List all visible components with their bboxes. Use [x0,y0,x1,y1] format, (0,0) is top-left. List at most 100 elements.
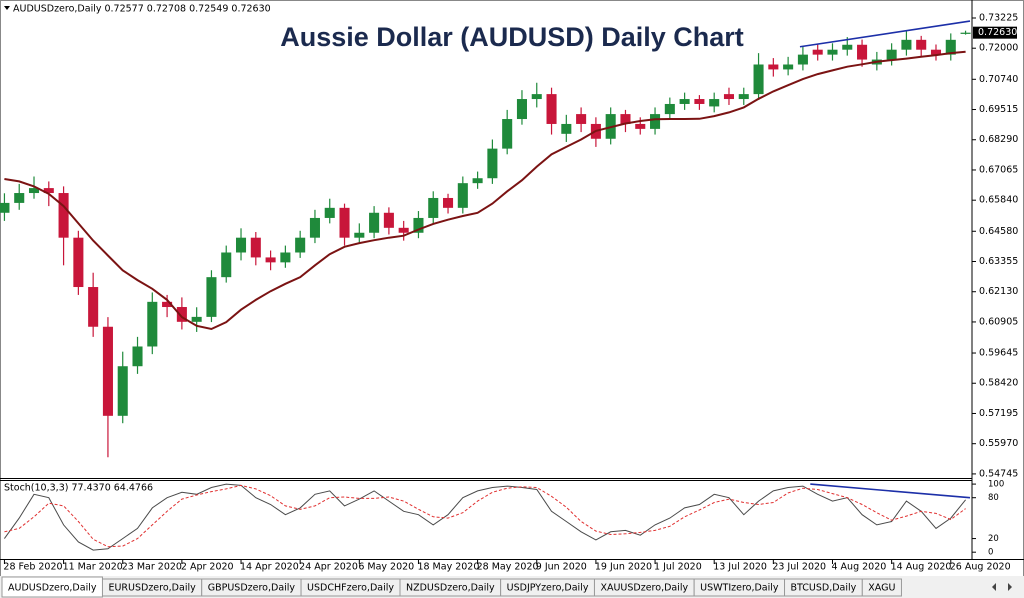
candle-body [901,39,912,50]
candle-body [576,114,587,124]
y-tick-label: 80 [988,493,999,503]
y-tick-label: 0.58420 [979,378,1018,389]
tab-label[interactable]: BTCUSD,Daily [791,583,857,594]
candle-body [206,277,217,317]
x-tick-label: 14 Aug 2020 [891,562,952,573]
tab-label[interactable]: AUDUSDzero,Daily [8,583,97,594]
candle-body [309,217,320,238]
candle-body [457,183,468,208]
y-tick-label: 0.55970 [979,438,1018,449]
candle-body [280,252,291,263]
candle-body [516,99,527,120]
candle-body [339,207,350,238]
candle-body [117,366,128,416]
x-tick-label: 18 May 2020 [417,562,479,573]
y-tick-label: 0.68290 [979,134,1018,145]
indicator-line [3,483,966,551]
candle-body [28,188,40,194]
x-tick-label: 4 Aug 2020 [831,562,886,573]
candle-body [235,237,247,253]
tab-label[interactable]: USWTIzero,Daily [700,583,779,594]
candle-body [886,49,897,60]
x-tick-label: 14 Apr 2020 [240,562,299,573]
last-price-box [973,26,1017,39]
candle-body [162,301,173,308]
candle-body [694,99,705,104]
candle-body [324,207,335,218]
candle-body [650,114,661,129]
chart-title: Aussie Dollar (AUDUSD) Daily Chart [280,22,744,52]
candle-body [768,64,779,70]
x-tick-label: 13 Jul 2020 [713,562,767,573]
x-tick-label: 2 Apr 2020 [181,562,234,573]
candle-body [738,94,749,100]
candle-body [679,99,690,104]
y-tick-label: 100 [988,480,1004,490]
candle-body [916,39,927,50]
tab-label[interactable]: USDCHFzero,Daily [307,583,394,594]
candle-body [827,49,838,55]
y-tick-label: 0.62130 [979,286,1018,297]
tab-label[interactable]: GBPUSDzero,Daily [208,583,296,594]
y-tick-label: 0.70740 [979,74,1018,85]
y-tick-label: 0.72000 [979,43,1018,54]
trendline [810,483,971,499]
x-tick-label: 26 Aug 2020 [950,562,1011,573]
candle-body [797,54,808,65]
y-tick-label: 0.60905 [979,316,1018,327]
y-tick-label: 0.59645 [979,348,1018,359]
candle-body [635,123,646,129]
tab-label[interactable]: USDJPYzero,Daily [507,583,589,594]
tab-label[interactable]: XAGU [868,583,895,594]
candle-body [502,119,513,149]
y-tick-label: 0.64580 [979,226,1018,237]
y-tick-label: 0.63355 [979,256,1018,267]
candle-body [443,197,454,208]
candle-body [250,237,261,258]
candle-body [398,227,409,233]
candle-body [487,148,498,179]
y-tick-label: 0.54745 [979,468,1018,479]
x-tick-label: 28 Feb 2020 [3,562,62,573]
x-tick-label: 19 Jun 2020 [595,562,652,573]
candle-body [857,44,868,60]
x-tick-label: 28 May 2020 [477,562,539,573]
candle-body [58,193,69,238]
candle-body [812,49,823,55]
candle-body [664,103,675,115]
tab-label[interactable]: EURUSDzero,Daily [108,583,196,594]
y-tick-label: 0.73225 [979,12,1018,23]
candle-body [842,44,853,50]
x-tick-label: 23 Mar 2020 [122,562,182,573]
candle-body [354,232,365,238]
candle-body [191,316,202,322]
candle-body [102,326,113,416]
chart-header: AUDUSDzero,Daily 0.72577 0.72708 0.72549… [13,4,271,15]
candle-body [428,197,439,218]
candle-body [531,94,542,100]
candle-body [14,193,25,203]
y-tick-label: 0.57195 [979,408,1018,419]
last-price-label: 0.72630 [978,27,1017,38]
candle-body [723,94,735,100]
moving-average [4,50,966,331]
candle-body [295,237,306,253]
indicator-header: Stoch(10,3,3) 77.4370 64.4766 [4,483,153,494]
x-tick-label: 9 Jun 2020 [536,562,587,573]
menu-arrow[interactable] [4,6,10,10]
candle-body [413,217,424,233]
y-tick-label: 0.67065 [979,164,1018,175]
tab-scroll[interactable] [992,583,1012,591]
candle-body [88,287,99,327]
candle-body [930,49,942,55]
tab-label[interactable]: NZDUSDzero,Daily [406,583,495,594]
candle-body [960,32,971,34]
candle-body [709,99,720,107]
candle-body [43,188,54,194]
tab-label[interactable]: XAUUSDzero,Daily [600,583,688,594]
candle-body [620,114,631,124]
tab[interactable] [861,578,902,597]
y-tick-label: 0.69515 [979,104,1018,115]
